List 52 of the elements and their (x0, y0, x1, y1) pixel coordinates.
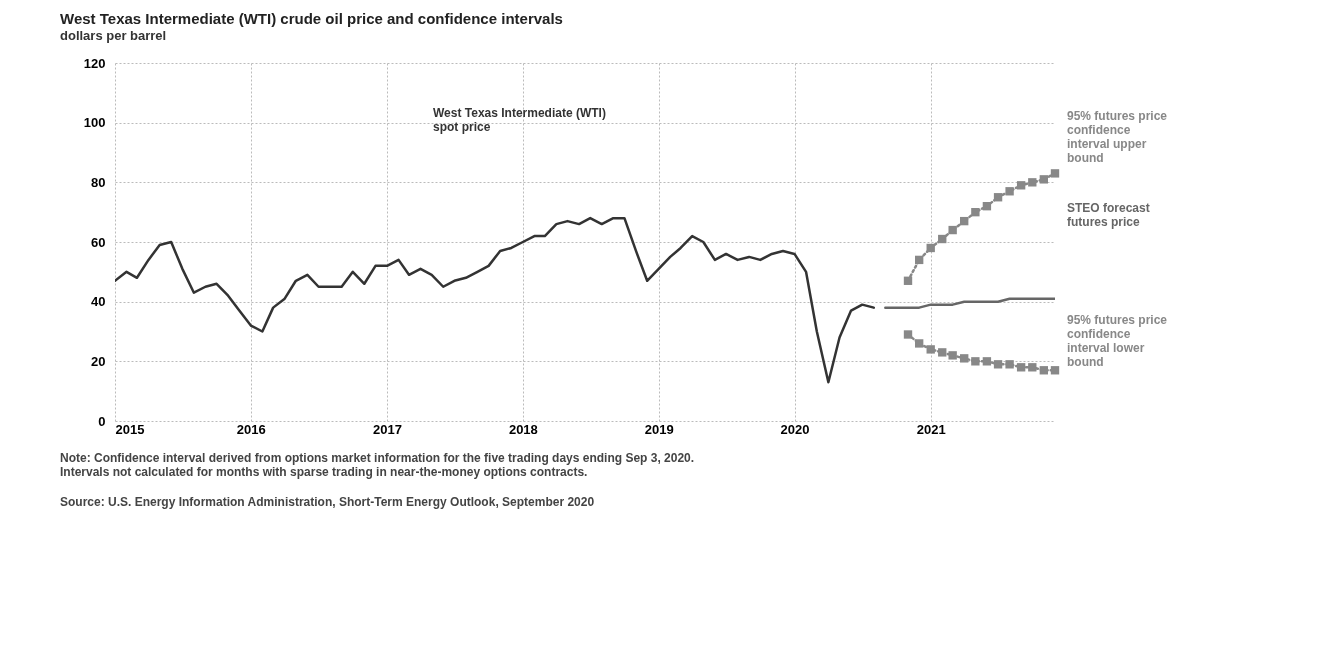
source-note: Source: U.S. Energy Information Administration, Short-Term Energy Outlook, September 2020 (60, 495, 595, 509)
point (1050, 169, 1060, 178)
point (903, 276, 913, 285)
series-label: 95% futures price confidence interval lower bound (1067, 313, 1168, 369)
point (971, 207, 980, 217)
y-tick-label: 80 (91, 174, 106, 190)
text: West Texas Intermediate (WTI) spot price (433, 106, 606, 134)
line-series (884, 297, 1055, 309)
point (1028, 178, 1037, 187)
x-tick-label: 2017 (373, 421, 402, 437)
point (1039, 366, 1049, 375)
x-tick-label: 2020 (780, 421, 810, 437)
y-tick-label: 60 (91, 234, 106, 250)
y-tick-label: 20 (91, 353, 106, 369)
point (993, 360, 1003, 369)
point (914, 255, 924, 265)
point (938, 348, 947, 357)
chart-title: West Texas Intermediate (WTI) crude oil price and confidence intervals (60, 10, 563, 27)
point (948, 351, 957, 360)
point (926, 243, 935, 253)
point (993, 193, 1003, 202)
point (914, 339, 924, 348)
point (938, 234, 947, 244)
y-tick-label: 120 (83, 55, 106, 71)
point (982, 202, 992, 211)
x-tick-label: 2018 (508, 421, 538, 437)
point (926, 345, 935, 354)
y-tick-label: 40 (91, 294, 106, 310)
x-tick-label: 2021 (916, 421, 946, 437)
x-tick-label: 2016 (236, 421, 266, 437)
line-series (115, 216, 876, 384)
text: STEO forecast futures price (1067, 201, 1150, 229)
point (960, 216, 969, 226)
point (982, 357, 992, 366)
point (1016, 181, 1026, 190)
point (903, 330, 913, 339)
point (1005, 187, 1014, 196)
point (1016, 363, 1026, 372)
x-tick-label: 2019 (644, 421, 674, 437)
point (960, 354, 969, 363)
point (948, 225, 957, 235)
point (1028, 363, 1037, 372)
point (1005, 360, 1014, 369)
text: Note: Confidence interval derived from options market information for the five trading days ending Sep 3, 2020. Intervals not calculated for months with sparse trading in near-the-money options contracts. (60, 451, 695, 479)
y-tick-label: 0 (98, 413, 106, 429)
series-label: 95% futures price confidence interval upper bound (1067, 109, 1168, 165)
x-tick-label: 2015 (115, 421, 145, 437)
point (1050, 366, 1060, 375)
chart-subtitle: dollars per barrel (60, 28, 167, 43)
point (971, 357, 980, 366)
y-tick-label: 100 (83, 115, 106, 131)
point (1039, 175, 1049, 184)
